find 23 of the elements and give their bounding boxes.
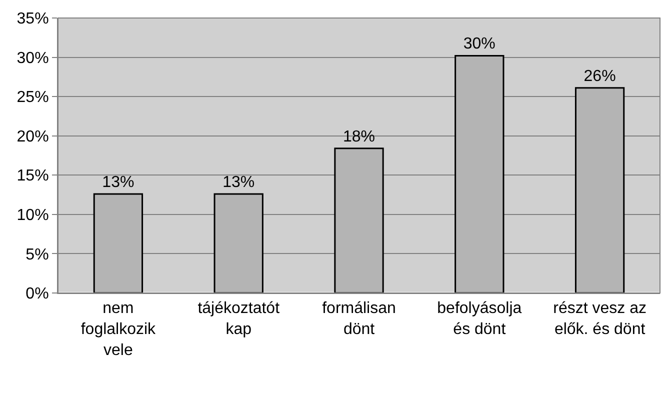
bar <box>454 54 504 293</box>
data-label: 30% <box>463 36 496 53</box>
y-tick-label: 30% <box>16 50 49 67</box>
data-label: 18% <box>342 128 376 146</box>
x-tick-label: nem foglalkozik vele <box>80 300 157 359</box>
data-label: 13% <box>102 174 134 191</box>
bar <box>214 193 264 293</box>
y-tick-label: 10% <box>16 207 49 224</box>
data-label: 13% <box>222 174 255 191</box>
x-tick-label: részt vesz az elők. és dönt <box>553 300 646 338</box>
y-tick-label: 5% <box>26 246 49 264</box>
x-tick-label: befolyásolja és dönt <box>437 300 522 338</box>
data-label: 26% <box>584 68 616 85</box>
y-tick-label: 0% <box>26 286 49 303</box>
y-tick-label: 15% <box>16 168 49 185</box>
y-tick-label: 25% <box>16 89 49 106</box>
y-tick-label: 35% <box>16 10 49 28</box>
bar <box>334 148 384 293</box>
x-tick-label: formálisan dönt <box>322 300 396 338</box>
bar <box>93 193 144 293</box>
y-tick-label: 20% <box>16 128 49 146</box>
bar <box>574 87 625 293</box>
x-tick-label: tájékoztatót kap <box>198 300 280 338</box>
